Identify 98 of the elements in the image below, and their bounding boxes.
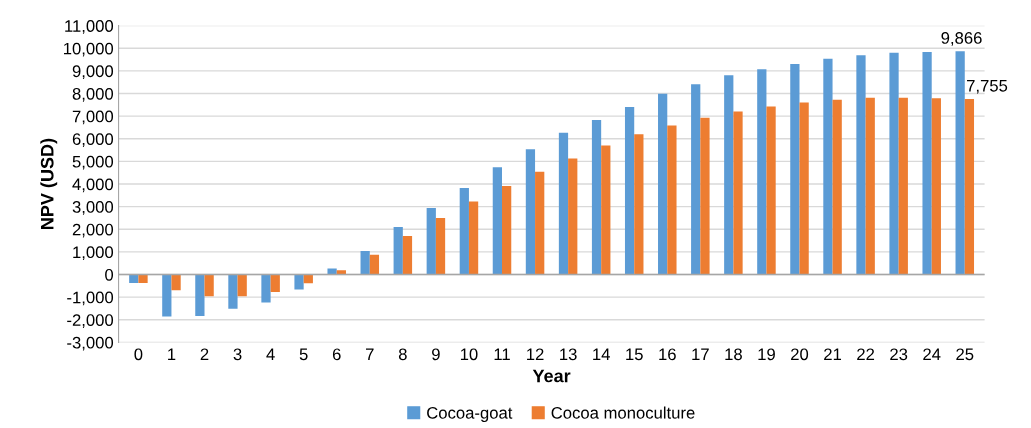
bar	[162, 274, 172, 317]
bar	[889, 52, 899, 275]
y-tick-label: 11,000	[65, 20, 114, 34]
bar	[138, 274, 148, 283]
x-tick-label: 5	[299, 348, 308, 361]
bar	[757, 69, 767, 275]
y-tick-label: 6,000	[72, 133, 114, 147]
y-tick-label: 1,000	[73, 246, 114, 261]
bar	[700, 117, 710, 275]
x-tick-label: 6	[332, 348, 341, 361]
x-tick-label: 1	[168, 348, 176, 361]
x-tick-label: 3	[233, 348, 242, 361]
y-tick-label: 0	[105, 268, 114, 281]
bar	[270, 274, 280, 292]
x-tick-label: 2	[200, 348, 209, 361]
bar	[724, 75, 734, 275]
bar	[931, 98, 941, 275]
bar	[468, 201, 479, 275]
bar	[237, 274, 247, 297]
bar	[634, 134, 644, 275]
x-tick-label: 15	[626, 348, 643, 361]
bar	[856, 55, 866, 275]
bar	[525, 149, 536, 275]
legend-label: Cocoa monoculture	[551, 406, 695, 419]
y-tick-label: -3,000	[67, 336, 114, 351]
bar	[964, 99, 975, 275]
bar	[658, 93, 668, 275]
bar	[393, 227, 403, 275]
bar	[799, 102, 809, 275]
bar	[955, 51, 965, 275]
data-label: 7,755	[967, 80, 1008, 94]
x-tick-label: 20	[791, 348, 809, 361]
y-axis-title: NPV (USD)	[40, 138, 58, 229]
x-tick-label: 7	[366, 348, 374, 361]
bar	[558, 132, 569, 275]
bar	[336, 270, 346, 275]
bar	[667, 125, 677, 275]
bar	[766, 106, 776, 275]
x-tick-label: 23	[890, 348, 908, 361]
bar	[568, 158, 578, 275]
x-tick-label: 16	[659, 348, 676, 361]
bar	[502, 186, 512, 275]
bar	[459, 187, 469, 275]
x-tick-label: 13	[560, 348, 577, 361]
x-tick-label: 0	[134, 348, 143, 361]
bar	[360, 251, 370, 275]
bar	[435, 217, 446, 275]
x-tick-label: 9	[432, 348, 440, 361]
x-tick-label: 8	[398, 348, 407, 361]
x-tick-label: 11	[494, 348, 510, 361]
x-tick-label: 19	[758, 348, 775, 361]
bar	[204, 274, 214, 297]
y-tick-label: -2,000	[67, 314, 114, 328]
x-tick-label: 24	[923, 348, 941, 361]
bar	[171, 274, 181, 291]
legend-label: Cocoa-goat	[427, 406, 513, 423]
bar	[327, 268, 337, 275]
x-axis-title: Year	[532, 369, 571, 383]
bar	[369, 254, 380, 275]
bar	[898, 97, 908, 275]
x-tick-label: 4	[266, 348, 275, 361]
x-tick-label: 14	[593, 348, 610, 361]
bar	[261, 274, 271, 303]
bar	[733, 111, 743, 275]
y-tick-label: 9,000	[72, 65, 114, 80]
bar	[691, 84, 701, 275]
x-tick-label: 17	[692, 348, 709, 361]
y-tick-label: -1,000	[67, 291, 114, 306]
bar	[865, 97, 875, 275]
y-tick-label: 10,000	[64, 42, 114, 57]
bar	[790, 63, 800, 275]
bar	[832, 99, 842, 275]
y-tick-label: 2,000	[72, 223, 114, 238]
data-label: 9,866	[941, 32, 982, 46]
bar	[591, 120, 602, 275]
bar	[624, 106, 635, 275]
bar	[922, 51, 932, 275]
bar	[492, 167, 502, 275]
x-tick-label: 22	[857, 348, 875, 361]
x-tick-label: 10	[460, 348, 478, 361]
bar	[426, 208, 436, 275]
x-tick-label: 12	[527, 348, 544, 361]
y-tick-label: 7,000	[72, 110, 114, 125]
bar	[535, 171, 545, 275]
bar	[823, 58, 833, 275]
y-tick-label: 8,000	[72, 87, 114, 102]
x-tick-label: 25	[956, 348, 974, 361]
bar	[601, 145, 611, 275]
bar	[402, 236, 413, 275]
bar	[294, 274, 304, 290]
x-tick-label: 18	[725, 348, 742, 361]
bar	[129, 274, 139, 283]
bar	[195, 274, 205, 316]
y-tick-label: 4,000	[72, 178, 114, 193]
y-tick-label: 3,000	[72, 201, 114, 215]
x-tick-label: 21	[824, 348, 842, 361]
y-tick-label: 5,000	[72, 155, 114, 170]
bar	[228, 274, 238, 309]
